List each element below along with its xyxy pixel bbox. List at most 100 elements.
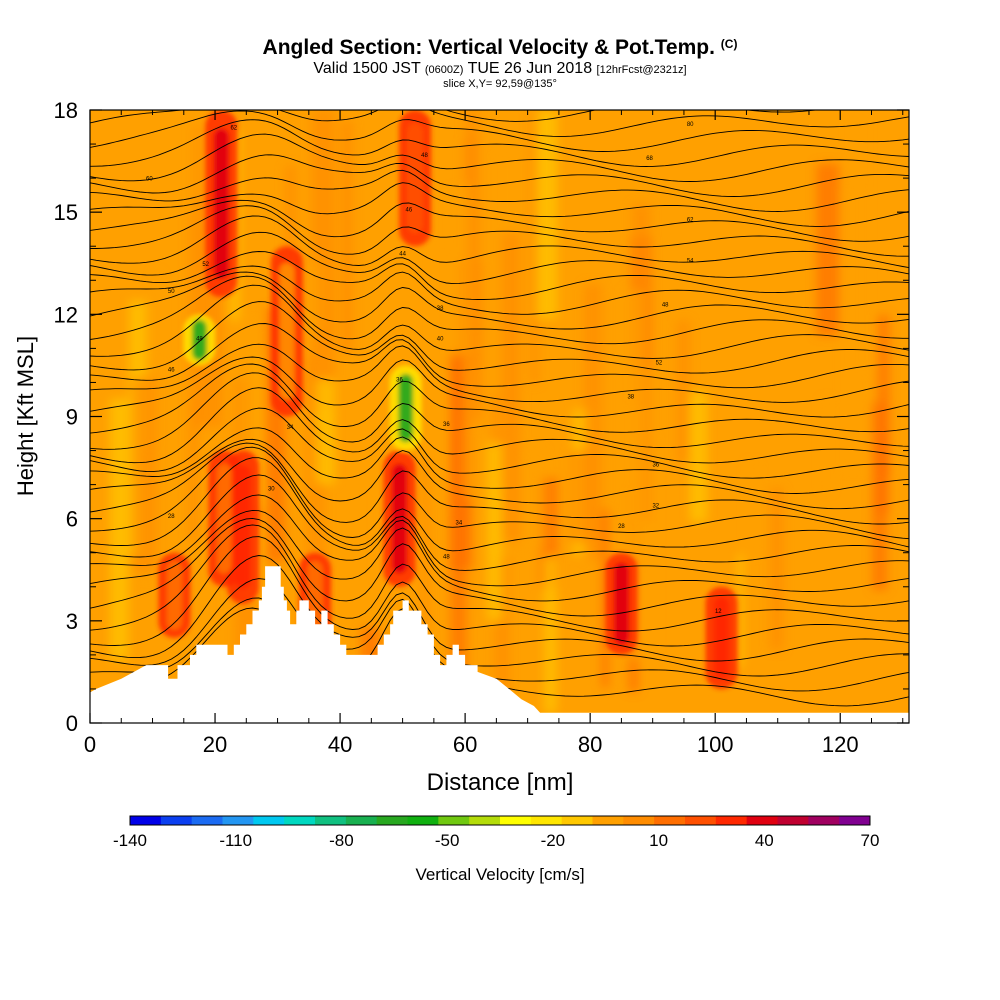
colorbar-swatch (438, 816, 470, 825)
velocity-core (398, 373, 413, 443)
isentrope-line (90, 427, 909, 494)
colorbar-swatch (345, 816, 378, 825)
colorbar-swatch (654, 816, 686, 825)
isentrope-line (90, 536, 909, 647)
isentrope-label: 46 (168, 367, 175, 373)
velocity-band (536, 110, 558, 319)
colorbar-swatch (530, 816, 563, 825)
colorbar-swatch (746, 816, 778, 825)
colorbar-tick-label: -140 (113, 831, 147, 850)
velocity-core (407, 123, 423, 233)
isentrope-label: 68 (646, 156, 653, 162)
y-tick-label: 12 (54, 302, 78, 327)
x-tick-label: 60 (453, 732, 477, 757)
isentrope-label: 12 (715, 609, 722, 615)
isentrope-line (90, 301, 909, 374)
velocity-band (109, 399, 129, 660)
y-axis-label: Height [Kft MSL] (13, 336, 38, 496)
colorbar-tick-label: -50 (435, 831, 460, 850)
isentrope-label: 48 (662, 303, 669, 309)
colorbar-swatch (500, 816, 532, 825)
colorbar-label: Vertical Velocity [cm/s] (415, 865, 584, 884)
isentrope-line (90, 387, 909, 464)
colorbar-swatch (407, 816, 439, 825)
colorbar-swatch (685, 816, 717, 825)
velocity-band (433, 246, 445, 499)
isentrope-line (90, 275, 909, 345)
velocity-band (306, 355, 315, 627)
valid-time-line: Valid 1500 JST (0600Z) TUE 26 Jun 2018 [… (0, 60, 1000, 78)
x-tick-label: 80 (578, 732, 602, 757)
isentrope-line (90, 474, 909, 571)
isentrope-line (90, 265, 909, 315)
isentrope-line (90, 446, 909, 540)
isentrope-label: 54 (687, 258, 694, 264)
velocity-band (737, 554, 744, 668)
velocity-band (316, 379, 336, 484)
isentrope-line (90, 597, 909, 692)
colorbar-swatch (592, 816, 624, 825)
velocity-band (544, 556, 557, 714)
slice-info: slice X,Y= 92,59@135° (443, 78, 557, 90)
isentrope-label: 34 (456, 521, 463, 527)
isentrope-line (90, 438, 909, 510)
velocity-band (132, 376, 157, 573)
isentrope-line (90, 323, 909, 389)
colorbar-swatch (808, 816, 840, 825)
colorbar-swatch (253, 816, 285, 825)
isentrope-label: 36 (396, 378, 403, 384)
isentrope-line (90, 407, 909, 479)
y-tick-label: 6 (66, 507, 78, 532)
valid-time: Valid 1500 JST (313, 60, 421, 77)
isentrope-label: 44 (399, 252, 406, 258)
isentrope-line (90, 133, 909, 182)
isentrope-label: 60 (146, 177, 153, 183)
colorbar: -140 -110 -80 -50 -20 10 40 70 (113, 815, 880, 850)
colorbar-swatch (191, 816, 223, 825)
x-tick-label: 100 (697, 732, 734, 757)
plot-area: 62 60 52 50 48 46 34 30 28 48 46 44 38 40 36 36 34 48 80 68… (90, 110, 909, 723)
velocity-band (311, 110, 335, 410)
velocity-core (192, 319, 207, 361)
isentrope-label: 28 (168, 514, 175, 520)
isentrope-line (90, 182, 909, 227)
x-tick-label: 40 (328, 732, 352, 757)
isentrope-label: 48 (421, 153, 428, 159)
velocity-band (153, 272, 161, 363)
isentrope-label: 48 (196, 337, 203, 343)
colorbar-swatch (222, 816, 254, 825)
isentrope-label: 38 (627, 395, 634, 401)
colorbar-swatch (469, 816, 501, 825)
velocity-band (201, 440, 210, 632)
isentrope-line (90, 517, 909, 617)
velocity-band (822, 399, 832, 491)
velocity-band (194, 125, 201, 426)
isentrope-line (90, 363, 909, 434)
isentrope-label: 48 (443, 555, 450, 561)
velocity-band (569, 450, 594, 543)
isentrope-line (90, 271, 909, 330)
isentrope-label: 80 (687, 122, 694, 128)
chart-title-text: Angled Section: Vertical Velocity & Pot.… (262, 36, 715, 59)
velocity-band (601, 509, 610, 688)
colorbar-swatch (284, 816, 316, 825)
colorbar-swatch (376, 816, 408, 825)
colorbar-tick-label: 70 (861, 831, 880, 850)
isentrope-label: 30 (268, 487, 275, 493)
velocity-band (487, 442, 503, 621)
isentrope-line (90, 356, 909, 418)
isentrope-label: 62 (687, 217, 694, 223)
isentrope-label: 62 (230, 126, 237, 132)
colorbar-tick-label: -80 (329, 831, 354, 850)
isentrope-label: 36 (652, 463, 659, 469)
isentrope-label: 50 (168, 289, 175, 295)
isentrope-label: 34 (287, 425, 294, 431)
x-tick-label: 120 (822, 732, 859, 757)
isentrope-label: 32 (652, 504, 659, 510)
chart-title: Angled Section: Vertical Velocity & Pot.… (0, 36, 1000, 60)
y-tick-label: 3 (66, 609, 78, 634)
isentrope-label: 40 (437, 337, 444, 343)
isentrope-line (90, 231, 909, 285)
colorbar-frame (129, 815, 871, 826)
